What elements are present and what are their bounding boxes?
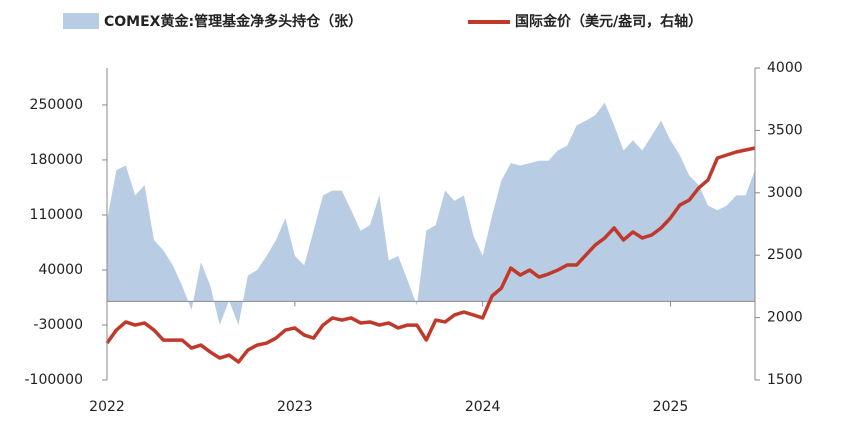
- area: [107, 102, 755, 325]
- x-tick-label: 2025: [653, 399, 689, 415]
- x-tick-label: 2022: [89, 399, 125, 415]
- legend-label: COMEX黄金:管理基金净多头持仓（张）: [104, 13, 362, 30]
- y2-tick-label: 1500: [767, 372, 803, 388]
- y-tick-label: -30000: [33, 317, 83, 333]
- y2-tick-label: 3500: [767, 122, 803, 138]
- y2-tick-label: 2000: [767, 310, 803, 326]
- y-tick-label: 180000: [30, 152, 83, 168]
- y2-tick-label: 4000: [767, 60, 803, 76]
- y-tick-label: 250000: [30, 97, 83, 113]
- line: [105, 146, 756, 364]
- y-tick-label: 40000: [38, 262, 83, 278]
- y-tick-label: -100000: [25, 372, 84, 388]
- y-tick-label: 110000: [30, 207, 83, 223]
- legend-swatch-area: [63, 13, 99, 29]
- y2-tick-label: 2500: [767, 247, 803, 263]
- legend-label: 国际金价（美元/盎司，右轴）: [515, 13, 702, 30]
- x-tick-label: 2023: [277, 399, 313, 415]
- y2-tick-label: 3000: [767, 185, 803, 201]
- x-tick-label: 2024: [465, 399, 501, 415]
